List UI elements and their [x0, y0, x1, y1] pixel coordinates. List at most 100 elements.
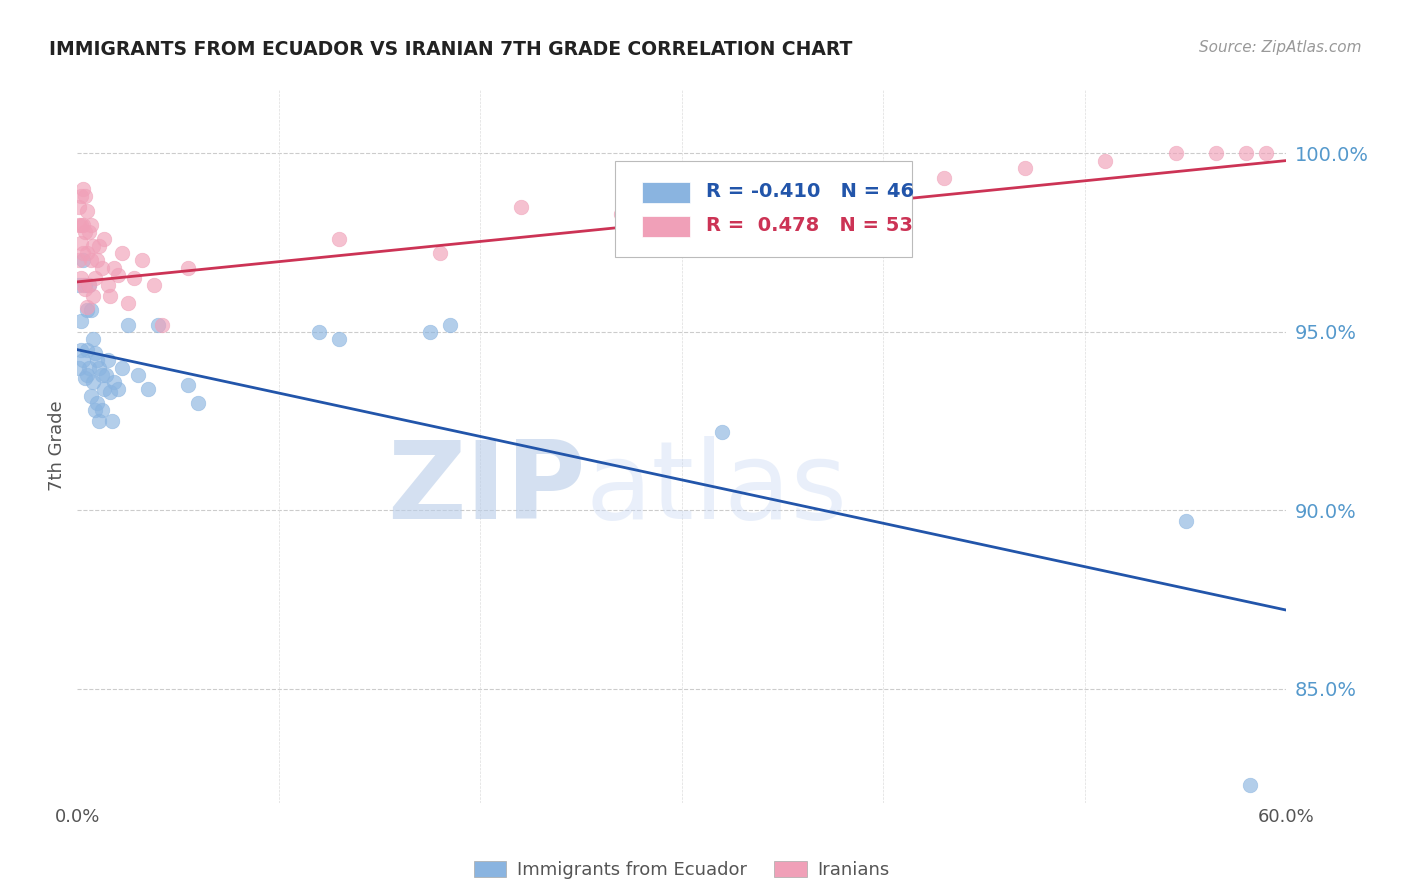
- Text: atlas: atlas: [585, 436, 848, 541]
- Point: [1164, 146, 1187, 161]
- Point: [90, 260, 112, 275]
- Point: [96, 278, 120, 293]
- Point: [131, 253, 153, 268]
- Point: [146, 318, 169, 332]
- Text: ZIP: ZIP: [387, 436, 585, 541]
- Point: [82, 289, 104, 303]
- Point: [79, 225, 101, 239]
- Point: [308, 325, 330, 339]
- FancyBboxPatch shape: [643, 182, 690, 203]
- FancyBboxPatch shape: [616, 161, 911, 257]
- Point: [75, 371, 97, 385]
- Point: [150, 318, 173, 332]
- Point: [89, 239, 111, 253]
- FancyBboxPatch shape: [643, 216, 690, 237]
- Point: [93, 232, 115, 246]
- Point: [72, 253, 94, 268]
- Text: R =  0.478   N = 53: R = 0.478 N = 53: [706, 216, 912, 235]
- Point: [90, 403, 112, 417]
- Point: [76, 303, 98, 318]
- Point: [75, 189, 97, 203]
- Point: [690, 200, 713, 214]
- Point: [80, 218, 103, 232]
- Point: [96, 353, 120, 368]
- Point: [1205, 146, 1227, 161]
- Point: [72, 218, 94, 232]
- Point: [70, 218, 93, 232]
- Point: [136, 382, 159, 396]
- Point: [107, 268, 129, 282]
- Point: [70, 314, 93, 328]
- Point: [439, 318, 461, 332]
- Point: [84, 403, 107, 417]
- Point: [142, 278, 165, 293]
- Point: [94, 368, 117, 382]
- Point: [84, 346, 107, 360]
- Point: [328, 232, 350, 246]
- Point: [103, 375, 125, 389]
- Point: [70, 189, 93, 203]
- Point: [86, 253, 108, 268]
- Point: [419, 325, 441, 339]
- Point: [72, 246, 94, 260]
- Point: [67, 200, 90, 214]
- Point: [76, 203, 98, 218]
- Point: [80, 389, 103, 403]
- Point: [67, 253, 90, 268]
- Point: [1174, 514, 1197, 528]
- Point: [1014, 161, 1036, 175]
- Legend: Immigrants from Ecuador, Iranians: Immigrants from Ecuador, Iranians: [467, 854, 897, 887]
- Point: [72, 278, 94, 293]
- Text: IMMIGRANTS FROM ECUADOR VS IRANIAN 7TH GRADE CORRELATION CHART: IMMIGRANTS FROM ECUADOR VS IRANIAN 7TH G…: [49, 40, 852, 59]
- Point: [1094, 153, 1116, 168]
- Point: [772, 189, 794, 203]
- Point: [187, 396, 209, 410]
- Point: [117, 296, 139, 310]
- Text: Source: ZipAtlas.com: Source: ZipAtlas.com: [1198, 40, 1361, 55]
- Point: [111, 246, 134, 260]
- Point: [75, 225, 97, 239]
- Point: [86, 396, 108, 410]
- Point: [70, 271, 93, 285]
- Point: [75, 282, 97, 296]
- Point: [107, 382, 129, 396]
- Point: [82, 375, 104, 389]
- Point: [89, 414, 111, 428]
- Point: [70, 343, 93, 357]
- Point: [79, 360, 101, 375]
- Point: [89, 360, 111, 375]
- Point: [67, 278, 90, 293]
- Point: [328, 332, 350, 346]
- Point: [72, 353, 94, 368]
- Point: [79, 278, 101, 293]
- Point: [82, 332, 104, 346]
- Point: [79, 278, 101, 293]
- Point: [82, 239, 104, 253]
- Point: [84, 271, 107, 285]
- Point: [1256, 146, 1278, 161]
- Point: [76, 343, 98, 357]
- Text: R = -0.410   N = 46: R = -0.410 N = 46: [706, 182, 914, 201]
- Point: [98, 385, 121, 400]
- Point: [932, 171, 955, 186]
- Point: [429, 246, 451, 260]
- Point: [80, 303, 103, 318]
- Point: [711, 425, 734, 439]
- Point: [111, 360, 134, 375]
- Point: [76, 368, 98, 382]
- Point: [1234, 146, 1257, 161]
- Point: [80, 253, 103, 268]
- Point: [67, 360, 90, 375]
- Point: [70, 235, 93, 250]
- Point: [509, 200, 531, 214]
- Point: [122, 271, 145, 285]
- Y-axis label: 7th Grade: 7th Grade: [48, 401, 66, 491]
- Point: [76, 246, 98, 260]
- Point: [90, 368, 112, 382]
- Point: [177, 260, 200, 275]
- Point: [86, 353, 108, 368]
- Point: [72, 182, 94, 196]
- Point: [177, 378, 200, 392]
- Point: [127, 368, 149, 382]
- Point: [103, 260, 125, 275]
